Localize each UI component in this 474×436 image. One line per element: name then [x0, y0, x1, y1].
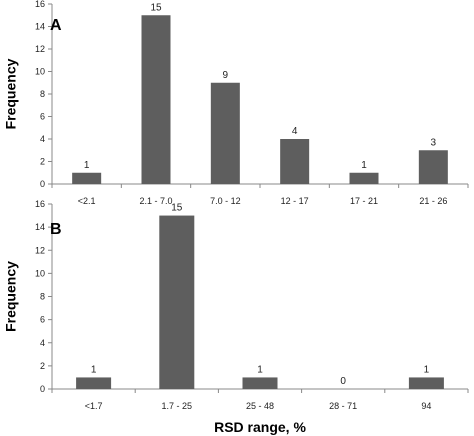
x-tick-label: 28 - 71	[329, 401, 357, 411]
data-label: 3	[431, 137, 437, 148]
panel-b-chart: 0 2 4 6 8 10 12 14 16 1 <1.7 15 1.7 - 25 1 25 - 48 0 28 …	[3, 199, 469, 435]
panel-label: B	[50, 221, 62, 238]
data-label: 1	[424, 364, 430, 375]
data-label: 9	[223, 70, 229, 81]
y-tick-label: 14	[35, 22, 45, 32]
y-tick-label: 0	[40, 179, 45, 189]
y-tick-label: 16	[35, 199, 45, 209]
data-label: 4	[292, 126, 298, 137]
y-tick-label: 6	[40, 112, 45, 122]
y-tick-label: 2	[40, 361, 45, 371]
bar-a-2	[210, 82, 240, 184]
data-label: 0	[340, 376, 346, 387]
x-axis-title: RSD range, %	[214, 419, 306, 435]
x-tick-label: 7.0 - 12	[210, 196, 241, 206]
bar-b-4	[408, 377, 444, 389]
panel-label: A	[50, 17, 62, 34]
x-tick-label: 1.7 - 25	[162, 401, 193, 411]
y-tick-label: 16	[35, 0, 45, 9]
x-tick-label: <1.7	[85, 401, 103, 411]
bar-b-0	[76, 377, 112, 389]
bar-b-1	[159, 215, 195, 389]
data-label: 15	[150, 2, 162, 13]
x-tick-label: 12 - 17	[281, 196, 309, 206]
y-tick-label: 2	[40, 157, 45, 167]
y-tick-label: 14	[35, 222, 45, 232]
y-tick-label: 12	[35, 44, 45, 54]
panel-a-chart: 0 2 4 6 8 10 12 14 16 1 <2.1 15 2.1 - 7.0 9 7.0 - 12 4 1…	[3, 0, 469, 206]
data-label: 1	[91, 364, 97, 375]
y-tick-label: 4	[40, 338, 45, 348]
x-tick-label: 94	[421, 401, 431, 411]
y-tick-label: 0	[40, 384, 45, 394]
y-tick-label: 8	[40, 292, 45, 302]
x-tick-label: 17 - 21	[350, 196, 378, 206]
bar-a-0	[72, 172, 102, 184]
y-tick-label: 12	[35, 245, 45, 255]
y-axis-title: Frequency	[3, 58, 19, 129]
bar-a-4	[349, 172, 379, 184]
data-label: 1	[84, 160, 90, 171]
data-label: 15	[171, 203, 183, 214]
data-label: 1	[257, 364, 263, 375]
data-label: 1	[361, 160, 367, 171]
y-tick-label: 6	[40, 315, 45, 325]
y-tick-label: 4	[40, 134, 45, 144]
bar-b-2	[242, 377, 278, 389]
x-tick-label: 25 - 48	[246, 401, 274, 411]
bar-a-1	[141, 15, 171, 184]
bar-a-5	[418, 150, 448, 184]
y-tick-label: 8	[40, 89, 45, 99]
x-tick-label: 2.1 - 7.0	[139, 196, 172, 206]
y-axis-title: Frequency	[3, 261, 19, 332]
x-tick-label: 21 - 26	[419, 196, 447, 206]
y-tick-label: 10	[35, 268, 45, 278]
bar-a-3	[280, 139, 310, 184]
x-tick-label: <2.1	[78, 196, 96, 206]
y-tick-label: 10	[35, 67, 45, 77]
